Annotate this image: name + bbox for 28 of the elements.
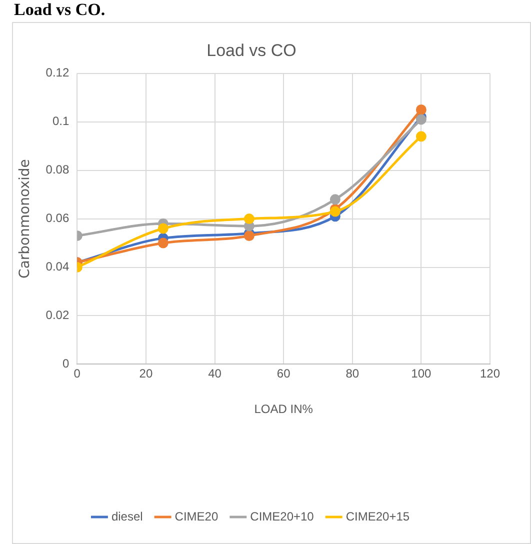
point xyxy=(330,194,340,205)
legend-label: CIME20+15 xyxy=(346,509,410,524)
legend-label: CIME20+10 xyxy=(250,509,314,524)
x-tick-label: 0 xyxy=(74,366,81,381)
x-axis-title: LOAD IN% xyxy=(254,402,314,416)
chart-title: Load vs CO xyxy=(206,40,296,60)
legend-label: CIME20 xyxy=(174,509,218,524)
y-tick-label: 0.08 xyxy=(46,162,70,177)
x-tick-label: 40 xyxy=(208,366,222,381)
y-tick-label: 0 xyxy=(62,356,70,371)
text: Load vs CO. xyxy=(14,0,106,20)
point xyxy=(416,131,426,142)
point xyxy=(158,223,168,234)
x-tick-label: 60 xyxy=(276,366,291,381)
y-tick-label: 0.04 xyxy=(46,260,70,274)
y-tick-label: 0.02 xyxy=(46,308,70,322)
legend-label: diesel xyxy=(111,509,143,524)
point xyxy=(330,206,340,217)
y-tick-label: 0.06 xyxy=(46,211,70,226)
y-tick-label: 0.12 xyxy=(46,66,70,80)
x-tick-label: 80 xyxy=(346,366,360,381)
x-tick-label: 100 xyxy=(411,366,432,381)
y-tick-label: 0.1 xyxy=(52,114,70,128)
x-tick-label: 20 xyxy=(139,366,153,381)
point xyxy=(158,238,168,248)
x-tick-label: 120 xyxy=(480,366,500,381)
point xyxy=(244,214,254,224)
y-axis-title: Carbonmonoxide xyxy=(17,159,34,278)
